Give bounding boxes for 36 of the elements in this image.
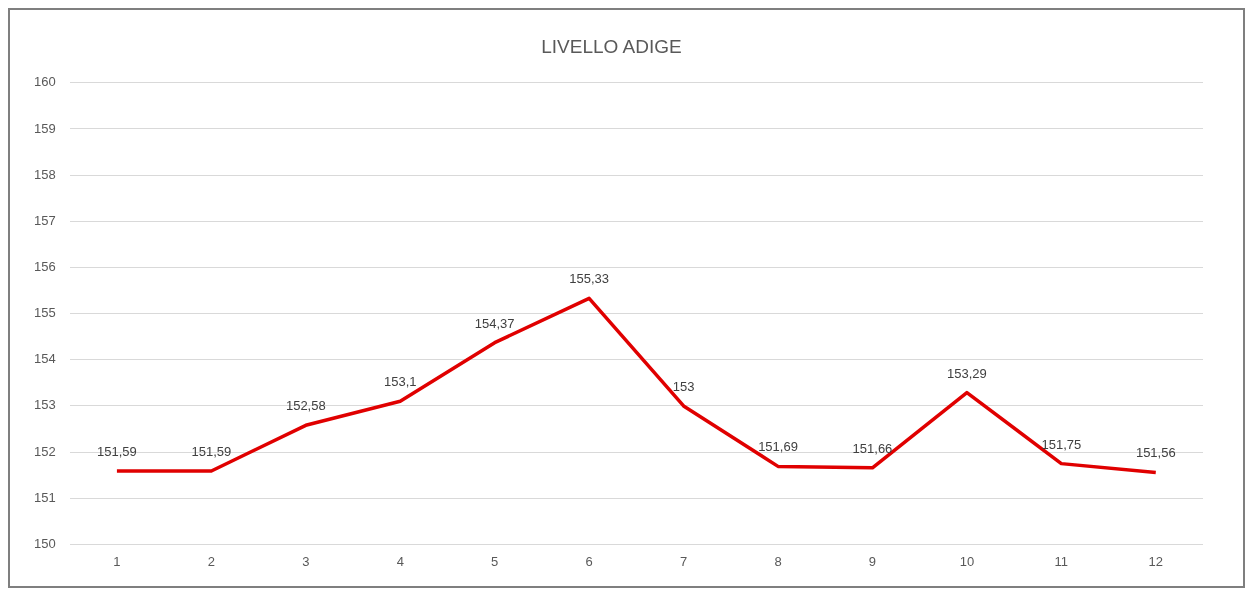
data-label: 153,29 <box>947 365 987 381</box>
y-tick-label: 151 <box>33 489 56 505</box>
x-tick-label: 9 <box>868 553 877 569</box>
y-tick-label: 153 <box>33 397 56 413</box>
x-tick-label: 6 <box>585 553 593 569</box>
x-tick-label: 12 <box>1148 553 1164 569</box>
data-label: 154,37 <box>474 315 515 331</box>
x-tick-label: 8 <box>774 553 782 569</box>
data-label: 151,66 <box>852 440 893 456</box>
data-label: 151,56 <box>1135 445 1176 461</box>
data-label: 153 <box>672 379 695 394</box>
y-tick-label: 159 <box>33 120 56 136</box>
x-tick-label: 5 <box>491 553 499 569</box>
y-tick-label: 155 <box>33 305 56 321</box>
chart-title: LIVELLO ADIGE <box>541 35 682 57</box>
y-tick-label: 152 <box>33 443 56 459</box>
x-tick-label: 7 <box>679 553 688 569</box>
data-label: 151,59 <box>191 444 232 460</box>
x-tick-label: 1 <box>113 553 121 569</box>
x-tick-label: 11 <box>1054 553 1069 569</box>
y-tick-label: 160 <box>33 74 56 90</box>
x-tick-label: 2 <box>207 553 215 569</box>
data-label: 151,69 <box>758 439 798 455</box>
data-label: 152,58 <box>285 398 326 414</box>
data-label: 155,33 <box>569 271 610 287</box>
data-label: 151,59 <box>97 444 137 460</box>
x-tick-label: 3 <box>302 553 310 569</box>
y-tick-label: 157 <box>33 212 56 228</box>
y-tick-label: 150 <box>33 535 56 551</box>
x-tick-label: 10 <box>959 553 975 569</box>
data-label: 151,75 <box>1041 436 1082 452</box>
y-tick-label: 154 <box>33 351 56 367</box>
y-tick-label: 158 <box>33 166 56 182</box>
y-tick-label: 156 <box>33 259 56 275</box>
data-label: 153,1 <box>383 374 417 390</box>
x-tick-label: 4 <box>396 553 404 569</box>
